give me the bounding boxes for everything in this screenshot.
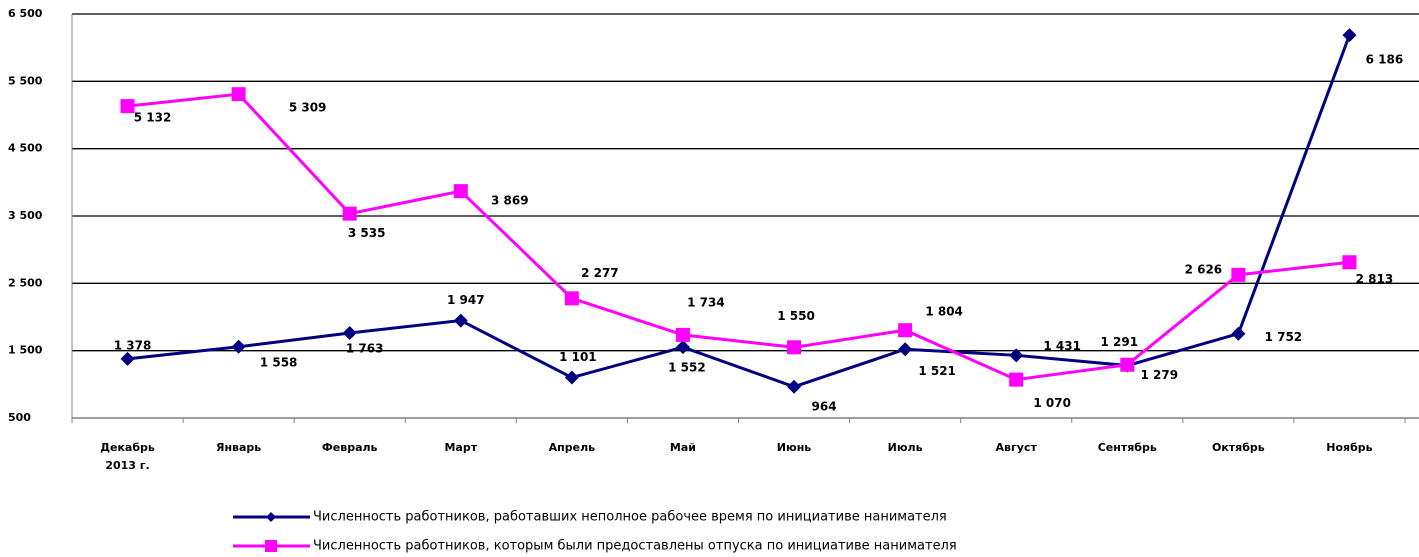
- data-label: 1 734: [687, 295, 725, 309]
- y-tick-label: 3 500: [8, 209, 43, 222]
- data-label: 1 521: [918, 364, 956, 378]
- data-label: 964: [812, 399, 837, 413]
- marker: [342, 206, 357, 221]
- marker: [231, 339, 246, 354]
- marker: [231, 87, 246, 102]
- x-tick-label: Ноябрь: [1326, 441, 1372, 454]
- x-tick-label: Октябрь: [1212, 441, 1265, 454]
- y-tick-label: 2 500: [8, 276, 43, 289]
- series-line: [127, 92, 1350, 382]
- x-tick-label: Февраль: [322, 441, 378, 454]
- legend-marker: [266, 512, 276, 522]
- y-tick-label: 1 500: [8, 344, 43, 357]
- marker: [898, 323, 913, 338]
- marker: [342, 325, 357, 340]
- marker: [1009, 372, 1024, 387]
- marker: [1342, 28, 1357, 43]
- data-label: 1 291: [1101, 335, 1139, 349]
- data-label: 6 186: [1366, 53, 1404, 67]
- x-tick-label: Июль: [888, 441, 923, 454]
- x-tick-label: Апрель: [549, 441, 596, 454]
- marker: [564, 370, 579, 385]
- y-tick-label: 4 500: [8, 142, 43, 155]
- marker: [1009, 348, 1024, 363]
- data-label: 1 763: [346, 341, 384, 355]
- data-label: 2 813: [1356, 272, 1394, 286]
- x-tick-label: Июнь: [777, 441, 812, 454]
- marker: [564, 291, 579, 306]
- data-label: 1 070: [1033, 396, 1071, 410]
- data-label: 1 431: [1043, 339, 1081, 353]
- marker: [1231, 326, 1246, 341]
- data-label: 1 279: [1141, 368, 1179, 382]
- data-label: 2 626: [1185, 262, 1223, 276]
- marker: [787, 379, 802, 394]
- data-label: 1 550: [777, 309, 815, 323]
- marker: [120, 351, 135, 366]
- data-label: 1 558: [260, 355, 298, 369]
- x-tick-label: Январь: [216, 441, 261, 454]
- y-tick-label: 5 500: [8, 74, 43, 87]
- marker: [787, 340, 802, 355]
- x-tick-label: Декабрь 2013 г.: [100, 441, 155, 472]
- data-label: 1 378: [114, 338, 152, 352]
- legend-label: Численность работников, работавших непол…: [313, 510, 947, 525]
- data-label: 1 101: [559, 350, 597, 364]
- x-tick-label: Август: [996, 441, 1038, 454]
- legend-label: Численность работников, которым были пре…: [313, 539, 957, 554]
- data-label: 5 132: [134, 111, 172, 125]
- data-label: 1 947: [447, 293, 485, 307]
- x-tick-label: Сентябрь: [1098, 441, 1157, 454]
- series-line: [127, 34, 1351, 389]
- marker: [120, 99, 135, 114]
- data-label: 5 309: [289, 101, 327, 115]
- marker: [675, 327, 690, 342]
- marker: [675, 340, 690, 355]
- y-tick-label: 6 500: [8, 7, 43, 20]
- data-label: 1 804: [925, 305, 963, 319]
- legend-marker: [265, 540, 277, 552]
- x-tick-label: Март: [444, 441, 477, 454]
- data-label: 1 552: [668, 361, 706, 375]
- marker: [1231, 267, 1246, 282]
- x-tick-label: Май: [670, 441, 696, 454]
- marker: [1120, 357, 1135, 372]
- marker: [898, 342, 913, 357]
- marker: [1342, 255, 1357, 270]
- data-label: 3 535: [348, 226, 386, 240]
- data-label: 2 277: [581, 266, 619, 280]
- data-label: 1 752: [1265, 330, 1303, 344]
- marker: [453, 313, 468, 328]
- marker: [453, 184, 468, 199]
- data-label: 3 869: [491, 194, 529, 208]
- y-tick-label: 500: [8, 411, 31, 424]
